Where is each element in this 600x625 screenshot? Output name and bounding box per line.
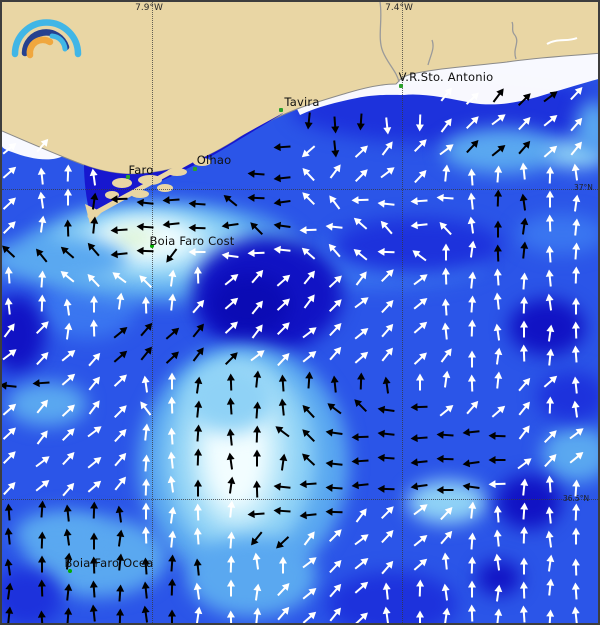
flow-arrow-shaft (41, 560, 43, 573)
flow-arrow (416, 610, 424, 623)
place-label-v-r-sto-antonio: V.R.Sto. Antonio (398, 70, 494, 84)
ocean-shade-blob (517, 214, 598, 254)
flow-arrow-shaft (197, 484, 199, 497)
flow-arrow-shaft (419, 378, 421, 391)
flow-arrow-shaft (230, 584, 232, 597)
flow-arrow-shaft (67, 193, 69, 206)
parallel-line (2, 189, 598, 190)
flow-arrow-shaft (145, 507, 147, 520)
buoy-marker-boia-faro-cost (150, 244, 154, 248)
flow-arrow-shaft (471, 355, 473, 368)
flow-arrow (142, 502, 150, 520)
place-label-olhao: Olhao (196, 153, 232, 167)
flow-arrow-shaft (575, 532, 577, 545)
flow-arrow (64, 188, 72, 206)
flow-arrow (227, 579, 235, 597)
flow-arrow-shaft (419, 615, 421, 623)
rainbow-arcs-logo (11, 19, 82, 59)
place-marker-faro (126, 175, 130, 179)
flow-arrow-shaft (523, 562, 525, 575)
flow-arrow-shaft (171, 614, 173, 623)
ocean-shade-blob (327, 572, 457, 623)
flow-arrow (468, 580, 476, 598)
flow-arrow (572, 297, 580, 315)
flow-arrow (168, 372, 176, 390)
flow-arrow-shaft (256, 454, 258, 467)
flow-arrow-shaft (171, 377, 173, 390)
flow-arrow-shaft (497, 225, 499, 238)
flow-arrow (279, 556, 287, 574)
place-label-tavira: Tavira (284, 95, 320, 109)
flow-arrow (90, 295, 98, 313)
parallel-line (2, 499, 598, 500)
flow-arrow (494, 220, 502, 238)
meridian-line (152, 2, 153, 623)
flow-arrow (416, 373, 424, 391)
place-label-faro: Faro (128, 163, 154, 177)
flow-arrow-shaft (93, 537, 95, 550)
flow-arrow (168, 609, 176, 623)
place-marker-v-r-sto-antonio (399, 84, 403, 88)
rivers (379, 2, 518, 83)
logo-arc-outer-sky (11, 19, 82, 58)
logo-arc-orange (26, 36, 54, 59)
flow-arrow (468, 350, 476, 368)
ocean-shade-blob (187, 537, 317, 617)
flow-arrow-shaft (523, 325, 525, 338)
flow-arrow (90, 532, 98, 550)
place-marker-olhao (193, 167, 197, 171)
flow-arrow (253, 449, 261, 467)
flow-arrow (520, 320, 528, 338)
flow-arrow-shaft (93, 300, 95, 313)
flow-arrow-shaft (471, 585, 473, 598)
cape-point (85, 204, 102, 224)
flow-arrow (194, 479, 202, 497)
flow-arrow (546, 190, 554, 208)
mainland (2, 2, 598, 175)
flow-arrow-shaft (445, 248, 447, 261)
meridian-label: 7.9°W (135, 3, 163, 13)
flow-arrow (520, 557, 528, 575)
flow-arrow (38, 555, 46, 573)
lagoon-islets (105, 158, 211, 199)
buoy-marker-boia-faro-ocea (68, 569, 72, 573)
flow-arrow-shaft (549, 195, 551, 208)
logo-arc-inner-sky (49, 33, 68, 52)
coastal-pond (546, 37, 578, 45)
flow-arrow-shaft (575, 302, 577, 315)
parallel-label: 36.5°N (563, 494, 590, 503)
flow-arrow (572, 527, 580, 545)
flow-arrow (442, 243, 450, 261)
buoy-label-boia-faro-ocea: Boia Faro Ocea (64, 556, 154, 570)
meridian-line (402, 2, 403, 623)
flow-arrow-shaft (282, 561, 284, 574)
place-marker-tavira (279, 108, 283, 112)
ocean-shade-blob (112, 230, 156, 246)
parallel-label: 37°N (574, 183, 593, 192)
buoy-label-boia-faro-cost: Boia Faro Cost (149, 234, 235, 248)
meridian-label: 7.4°W (385, 3, 413, 13)
